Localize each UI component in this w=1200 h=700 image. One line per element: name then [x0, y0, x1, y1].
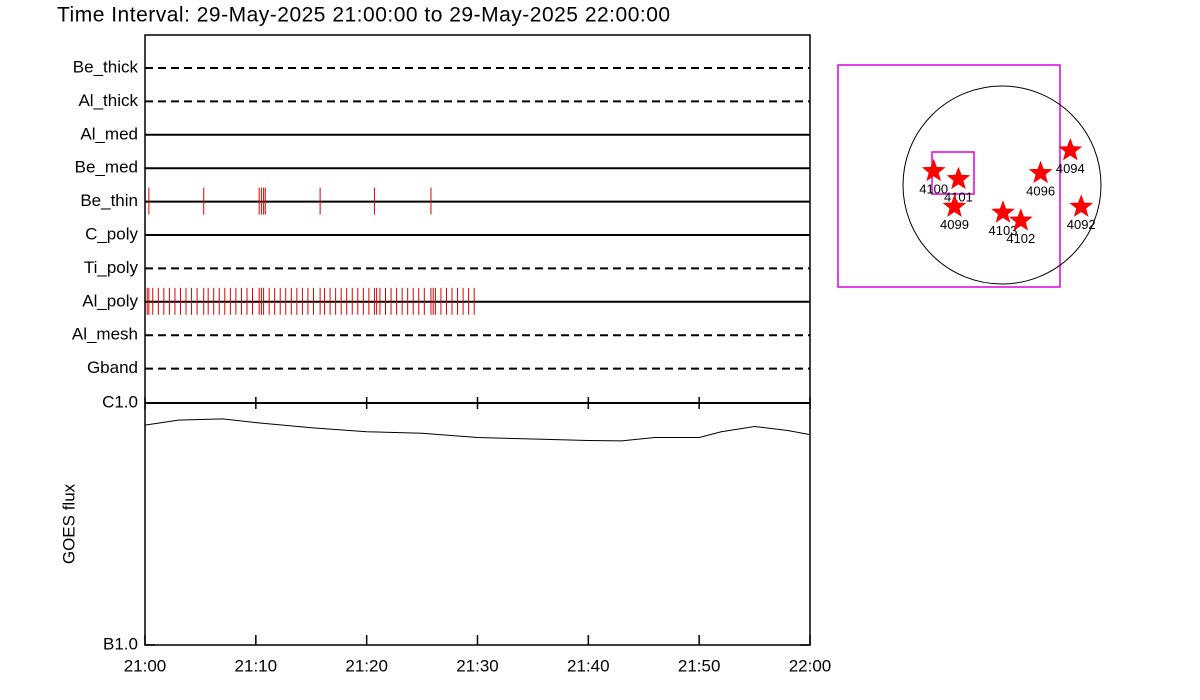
row-label: Al_mesh: [72, 325, 138, 344]
row-label: Ti_poly: [84, 258, 139, 277]
row-label: Be_med: [75, 158, 138, 177]
active-region: [991, 200, 1015, 223]
goes-line: [144, 418, 811, 442]
y-tick-label: B1.0: [103, 634, 138, 653]
row-label: C_poly: [85, 224, 138, 243]
fov-box: [837, 64, 1061, 288]
region-label: 4103: [989, 223, 1018, 238]
region-label: 4102: [1006, 231, 1035, 246]
region-label: 4096: [1026, 184, 1055, 199]
row-label: Al_thick: [78, 91, 138, 110]
region-label: 4100: [919, 182, 948, 197]
region-label: 4092: [1067, 217, 1096, 232]
active-region: [942, 194, 967, 217]
x-tick-label: 21:10: [235, 656, 278, 675]
y-tick-label: C1.0: [102, 392, 138, 411]
y-axis-title: GOES flux: [59, 483, 78, 564]
row-label: Be_thick: [73, 57, 139, 76]
active-region: [1069, 194, 1094, 217]
x-tick-label: 21:30: [456, 656, 499, 675]
chart-title: Time Interval: 29-May-2025 21:00:00 to 2…: [57, 4, 671, 27]
x-tick-label: 21:20: [345, 656, 388, 675]
region-label: 4094: [1056, 161, 1085, 176]
active-region: [1058, 137, 1083, 161]
x-tick-label: 21:40: [567, 656, 610, 675]
row-label: Al_poly: [82, 291, 138, 310]
active-region: [946, 166, 971, 190]
active-region: [1028, 160, 1053, 184]
row-label: Be_thin: [80, 191, 138, 210]
x-tick-label: 21:50: [678, 656, 721, 675]
region-label: 4099: [940, 217, 969, 232]
row-label: Gband: [87, 358, 138, 377]
plot-frame: [144, 34, 811, 646]
active-region: [1008, 208, 1033, 231]
x-tick-label: 21:00: [124, 656, 167, 675]
row-label: Al_med: [80, 124, 138, 143]
region-label: 4101: [944, 189, 973, 204]
x-tick-label: 22:00: [789, 656, 832, 675]
active-region: [921, 158, 946, 182]
solar-disk: [902, 85, 1102, 285]
